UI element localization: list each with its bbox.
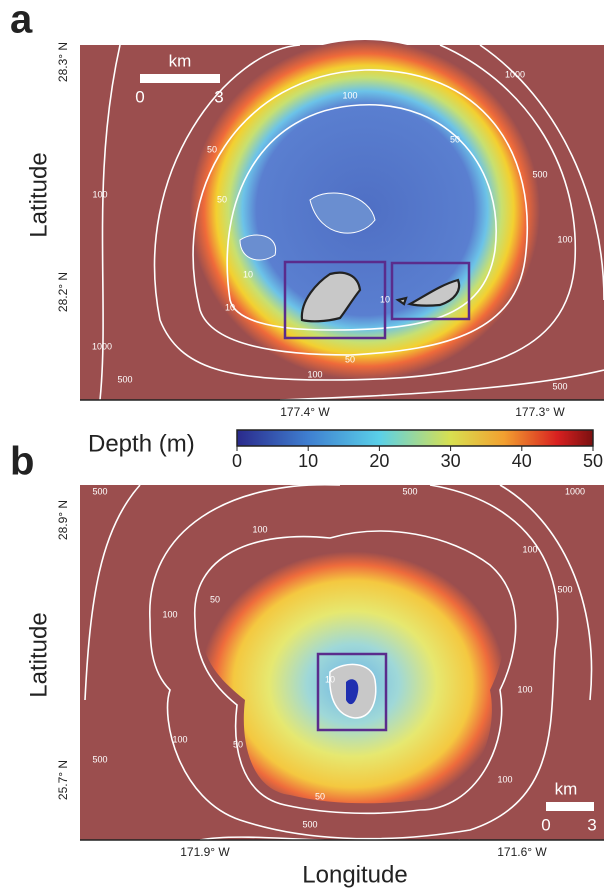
contour-label: 100 xyxy=(172,734,187,744)
colorbar-tick-label: 20 xyxy=(369,451,389,471)
contour-label: 500 xyxy=(532,169,547,179)
contour-label: 500 xyxy=(302,819,317,829)
contour-label: 50 xyxy=(345,354,355,364)
y-axis-label: Latitude xyxy=(25,152,52,237)
shoal xyxy=(239,192,376,261)
contour xyxy=(149,483,559,840)
lagoon xyxy=(346,679,359,705)
contour-label: 500 xyxy=(552,381,567,391)
scale-unit: km xyxy=(555,779,578,798)
contour-label: 100 xyxy=(252,524,267,534)
colorbar-tick-label: 30 xyxy=(441,451,461,471)
panel-label: b xyxy=(10,440,34,484)
scale-bar xyxy=(546,802,594,811)
contour-label: 500 xyxy=(92,754,107,764)
contour-label: 100 xyxy=(92,189,107,199)
contour xyxy=(226,104,497,331)
contour-label: 50 xyxy=(233,739,243,749)
contour-label: 50 xyxy=(207,144,217,154)
panel-label: a xyxy=(10,0,33,42)
scale-start: 0 xyxy=(135,87,144,106)
contour-label: 500 xyxy=(92,486,107,496)
y-tick-label: 25.7° N xyxy=(56,760,70,800)
contour-label: 1000 xyxy=(565,486,585,496)
colorbar-tick-label: 40 xyxy=(512,451,532,471)
contour-label: 10 xyxy=(243,269,253,279)
contour-label: 10 xyxy=(225,302,235,312)
x-tick-label: 177.3° W xyxy=(515,405,565,419)
contour-label: 100 xyxy=(522,544,537,554)
contour-label: 100 xyxy=(162,609,177,619)
contour-label: 100 xyxy=(557,234,572,244)
x-axis-label: Longitude xyxy=(302,861,407,888)
contour-label: 500 xyxy=(402,486,417,496)
y-tick-label: 28.2° N xyxy=(56,272,70,312)
inset-box xyxy=(316,652,388,732)
contour-label: 500 xyxy=(117,374,132,384)
scale-end: 3 xyxy=(587,815,596,834)
y-axis-label: Latitude xyxy=(25,612,52,697)
contour-label: 10 xyxy=(325,674,335,684)
colorbar-tick-label: 50 xyxy=(583,451,603,471)
colorbar-label: Depth (m) xyxy=(88,430,195,457)
x-tick-label: 171.6° W xyxy=(497,845,547,859)
contour-label: 50 xyxy=(315,791,325,801)
colorbar xyxy=(236,429,594,447)
colorbar-tick-label: 10 xyxy=(298,451,318,471)
contour-label: 10 xyxy=(380,294,390,304)
contour-label: 100 xyxy=(342,90,357,100)
contour-label: 100 xyxy=(517,684,532,694)
colorbar-tick-label: 0 xyxy=(232,451,242,471)
contour-label: 100 xyxy=(307,369,322,379)
y-tick-label: 28.3° N xyxy=(56,42,70,82)
contour xyxy=(153,44,577,381)
scale-end: 3 xyxy=(214,87,223,106)
scale-start: 0 xyxy=(541,815,550,834)
y-tick-label: 28.9° N xyxy=(56,500,70,540)
contour xyxy=(194,530,517,815)
contour-label: 50 xyxy=(450,134,460,144)
contour-label: 1000 xyxy=(505,69,525,79)
contour-label: 1000 xyxy=(92,341,112,351)
contour xyxy=(192,69,529,356)
island xyxy=(395,278,461,307)
x-tick-label: 177.4° W xyxy=(280,405,330,419)
inset-box xyxy=(283,260,387,340)
inset-box xyxy=(390,261,471,321)
contour xyxy=(99,44,604,401)
scale-bar xyxy=(140,74,220,83)
x-tick-label: 171.9° W xyxy=(180,845,230,859)
contour-label: 50 xyxy=(217,194,227,204)
contour-label: 50 xyxy=(210,594,220,604)
contour-label: 500 xyxy=(557,584,572,594)
scale-unit: km xyxy=(169,51,192,70)
island xyxy=(300,271,362,323)
contour-label: 100 xyxy=(497,774,512,784)
